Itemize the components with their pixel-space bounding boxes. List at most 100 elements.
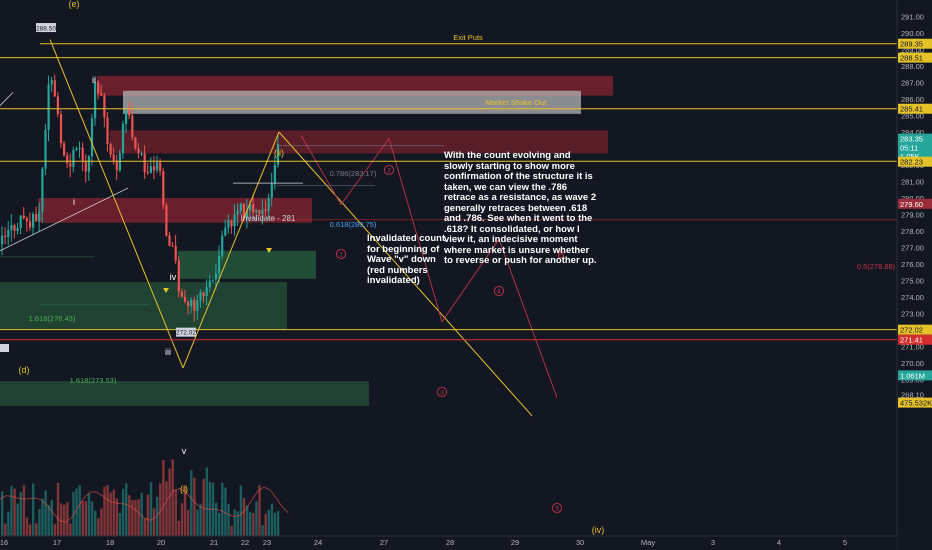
price-tag-label: 475.532K bbox=[900, 399, 932, 408]
price-tag bbox=[898, 156, 932, 167]
wave-label-v: v bbox=[182, 446, 187, 456]
price-tick-label: 275.00 bbox=[901, 277, 924, 286]
volume-bar bbox=[106, 485, 109, 536]
price-tick-label: 276.00 bbox=[901, 260, 924, 269]
candle-body bbox=[10, 225, 13, 231]
candle-body bbox=[156, 162, 159, 171]
candle-body bbox=[140, 153, 143, 155]
wave-label-d: (d) bbox=[19, 365, 30, 375]
candle-body bbox=[59, 114, 63, 144]
volume-bar bbox=[183, 485, 187, 536]
candle-body bbox=[273, 164, 276, 184]
wave-label-iv-paren: (iv) bbox=[592, 525, 605, 535]
candle-body bbox=[183, 296, 187, 302]
volume-bar bbox=[69, 523, 72, 536]
price-tick-label: 270.00 bbox=[901, 359, 924, 368]
volume-bar bbox=[32, 483, 35, 536]
time-tick-label: 3 bbox=[711, 538, 715, 547]
volume-bar bbox=[47, 505, 50, 536]
volume-bar bbox=[121, 488, 125, 536]
volume-bar bbox=[84, 501, 88, 536]
candle-body bbox=[168, 235, 171, 246]
candle-body bbox=[72, 150, 75, 167]
price-tag-label: 05:11 bbox=[900, 144, 918, 153]
candle-body bbox=[35, 214, 38, 222]
fib-label-618: 0.618(280.75) bbox=[330, 220, 377, 229]
hlines-layer: Exit Puts Market Shake Out bbox=[0, 33, 897, 341]
price-tag bbox=[898, 334, 932, 345]
red-count-number: 5 bbox=[555, 506, 559, 513]
volume-bar bbox=[252, 513, 255, 536]
volume-bar bbox=[103, 486, 106, 536]
volume-bar bbox=[233, 509, 236, 536]
candle-body bbox=[97, 82, 100, 94]
candle-body bbox=[66, 155, 69, 164]
candle-body bbox=[196, 300, 199, 311]
volume-bar bbox=[78, 485, 81, 536]
candle-body bbox=[38, 211, 41, 222]
candle-body bbox=[165, 205, 168, 236]
volume-bar bbox=[276, 511, 280, 536]
price-axis[interactable]: 268.10269.00270.00271.00272.00273.00274.… bbox=[896, 0, 932, 550]
volume-bar bbox=[202, 478, 205, 536]
candle-body bbox=[224, 227, 227, 236]
shakeout-zone bbox=[123, 90, 581, 114]
candle-body bbox=[249, 203, 252, 211]
price-tick-label: 273.00 bbox=[901, 310, 924, 319]
candle-body bbox=[171, 245, 174, 247]
candle-body bbox=[276, 144, 280, 165]
candle-body bbox=[177, 260, 180, 292]
time-tick-label: 27 bbox=[380, 538, 388, 547]
volume-bar bbox=[156, 496, 159, 536]
candle-body bbox=[264, 209, 267, 211]
wave-line-up bbox=[182, 131, 280, 369]
volume-bar bbox=[59, 503, 63, 536]
candle-body bbox=[53, 80, 56, 97]
candle-body bbox=[162, 171, 165, 206]
volume-bar bbox=[53, 524, 57, 536]
volume-bar bbox=[146, 494, 150, 536]
price-tag bbox=[898, 52, 932, 63]
candle-body bbox=[90, 118, 94, 157]
volume-bar bbox=[180, 503, 184, 536]
trend-line-stub bbox=[0, 92, 14, 106]
volume-bar bbox=[25, 517, 29, 536]
candle-body bbox=[63, 143, 66, 156]
volume-bar bbox=[115, 498, 119, 536]
time-tick-label: 24 bbox=[314, 538, 322, 547]
candle-body bbox=[4, 235, 7, 238]
volume-bar bbox=[227, 503, 230, 536]
candle-body bbox=[270, 183, 273, 198]
price-tag bbox=[898, 150, 932, 161]
candle-body bbox=[239, 203, 242, 211]
time-tick-label: 28 bbox=[446, 538, 454, 547]
candle-body bbox=[174, 245, 177, 261]
candle-body bbox=[214, 273, 218, 280]
candle-body bbox=[255, 210, 258, 213]
price-tag-label: 271.41 bbox=[900, 336, 923, 345]
price-tag-label: 289.35 bbox=[900, 40, 923, 49]
volume-bar bbox=[162, 460, 165, 536]
price-tag-label: 279.60 bbox=[900, 200, 923, 209]
candle-body bbox=[230, 220, 233, 227]
candle-body bbox=[94, 82, 97, 119]
volume-bar bbox=[10, 485, 13, 536]
price-tag bbox=[898, 103, 932, 114]
price-tick-label: 277.00 bbox=[901, 244, 924, 253]
candle-body bbox=[245, 210, 249, 219]
volume-bar bbox=[137, 499, 140, 536]
price-tick-label: 279.00 bbox=[901, 211, 924, 220]
volume-bar bbox=[94, 510, 97, 536]
time-axis[interactable]: 16 17 18 20 21 22 23 24 27 28 29 30 May 3 4 5 bbox=[0, 535, 897, 550]
volume-bar bbox=[4, 523, 7, 536]
price-tick-label: 290.00 bbox=[901, 29, 924, 38]
candle-body bbox=[44, 129, 47, 169]
volume-bar bbox=[171, 459, 174, 536]
price-tick-label: 278.00 bbox=[901, 227, 924, 236]
candle-body bbox=[69, 163, 72, 167]
time-tick-label: 16 bbox=[0, 538, 8, 547]
candle-body bbox=[236, 210, 239, 215]
candle-body bbox=[106, 117, 109, 145]
volume-bar bbox=[63, 504, 66, 536]
